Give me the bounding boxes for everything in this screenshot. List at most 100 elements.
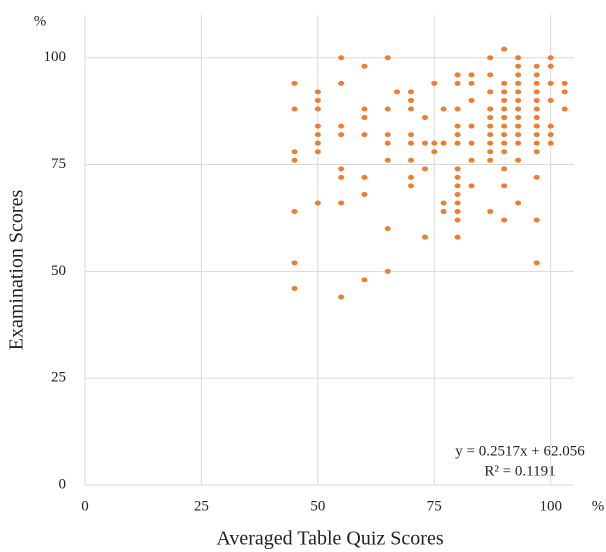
point: [515, 80, 522, 86]
point: [501, 183, 508, 189]
point: [547, 97, 554, 103]
y-tick-label: 50: [51, 263, 66, 279]
point: [338, 294, 345, 300]
point: [314, 140, 321, 146]
point: [361, 63, 368, 69]
y-unit: %: [34, 13, 47, 29]
point: [314, 89, 321, 95]
point: [421, 140, 428, 146]
point: [487, 106, 494, 112]
point: [515, 72, 522, 78]
point: [515, 132, 522, 138]
point: [314, 200, 321, 206]
point: [291, 285, 298, 291]
point: [533, 132, 540, 138]
point: [487, 149, 494, 155]
point: [408, 97, 414, 103]
point: [515, 123, 522, 129]
point: [361, 277, 368, 283]
x-tick-label: 75: [427, 498, 442, 514]
y-tick-label: 0: [59, 476, 67, 492]
point: [338, 200, 345, 206]
point: [533, 260, 540, 266]
point: [454, 166, 461, 172]
point: [454, 72, 461, 78]
point: [501, 166, 508, 172]
point: [533, 149, 540, 155]
point: [454, 191, 461, 197]
point: [487, 140, 494, 146]
point: [421, 166, 428, 172]
x-unit: %: [592, 498, 605, 514]
point: [384, 140, 391, 146]
point: [501, 106, 508, 112]
point: [291, 106, 298, 112]
point: [487, 209, 494, 215]
point: [501, 46, 508, 52]
point: [454, 183, 461, 189]
point: [501, 97, 508, 103]
point: [547, 80, 554, 86]
x-tick-label: 0: [81, 498, 89, 514]
point: [487, 55, 494, 61]
point: [454, 209, 461, 215]
point: [454, 217, 461, 223]
point: [291, 80, 298, 86]
point: [384, 55, 391, 61]
point: [338, 132, 345, 138]
point: [361, 174, 368, 180]
point: [501, 123, 508, 129]
point: [454, 80, 461, 86]
point: [454, 174, 461, 180]
point: [533, 123, 540, 129]
point: [314, 132, 321, 138]
point: [408, 157, 414, 163]
point: [361, 132, 368, 138]
point: [454, 132, 461, 138]
point: [454, 123, 461, 129]
point: [384, 226, 391, 232]
point: [515, 106, 522, 112]
point: [487, 89, 494, 95]
point: [487, 132, 494, 138]
point: [547, 123, 554, 129]
point: [440, 200, 447, 206]
point: [468, 97, 475, 103]
y-axis-label: Examination Scores: [6, 190, 28, 351]
point: [408, 174, 414, 180]
point: [468, 183, 475, 189]
point: [561, 106, 568, 112]
point: [408, 106, 414, 112]
point: [515, 97, 522, 103]
point: [408, 140, 414, 146]
point: [533, 80, 540, 86]
point: [515, 140, 522, 146]
x-tick-label: 50: [310, 498, 325, 514]
point: [440, 209, 447, 215]
point: [361, 191, 368, 197]
point: [314, 97, 321, 103]
point: [533, 140, 540, 146]
point: [384, 157, 391, 163]
point: [454, 106, 461, 112]
equation: y = 0.2517x + 62.056: [455, 443, 585, 459]
point: [515, 55, 522, 61]
point: [421, 115, 428, 121]
point: [338, 166, 345, 172]
point: [338, 174, 345, 180]
point: [515, 200, 522, 206]
y-tick-label: 75: [51, 156, 66, 172]
point: [501, 149, 508, 155]
point: [547, 55, 554, 61]
r-squared: R² = 0.1191: [484, 463, 555, 479]
x-tick-label: 100: [539, 498, 562, 514]
y-tick-label: 100: [44, 49, 67, 65]
x-tick-label: 25: [194, 498, 209, 514]
point: [361, 115, 368, 121]
point: [501, 217, 508, 223]
point: [487, 72, 494, 78]
point: [515, 157, 522, 163]
point: [533, 115, 540, 121]
point: [515, 115, 522, 121]
